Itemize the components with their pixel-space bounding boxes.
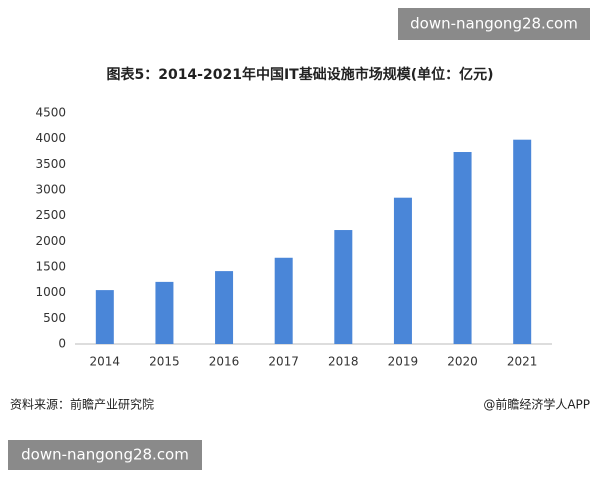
x-tick-label: 2015: [149, 355, 180, 369]
bar: [334, 230, 353, 344]
bar: [215, 271, 234, 344]
watermark: down-nangong28.com: [21, 446, 189, 464]
y-tick-label: 4500: [35, 106, 66, 120]
bar: [274, 257, 293, 344]
x-tick-label: 2021: [507, 355, 538, 369]
bar: [393, 197, 412, 344]
y-tick-label: 2000: [35, 234, 66, 248]
y-tick-label: 2500: [35, 208, 66, 222]
x-tick-label: 2016: [209, 355, 240, 369]
watermark-box: [8, 440, 202, 470]
x-tick-label: 2019: [388, 355, 419, 369]
y-tick-label: 1000: [35, 285, 66, 299]
watermark-box: [398, 8, 590, 40]
source-note: 资料来源：前瞻产业研究院: [10, 397, 154, 412]
watermark: down-nangong28.com: [410, 15, 578, 33]
y-tick-label: 0: [58, 337, 66, 351]
y-tick-label: 500: [43, 311, 66, 325]
x-tick-label: 2018: [328, 355, 359, 369]
bar: [453, 152, 472, 344]
bar: [155, 281, 174, 344]
y-tick-label: 4000: [35, 131, 66, 145]
y-tick-label: 1500: [35, 260, 66, 274]
credit-note: @前瞻经济学人APP: [483, 397, 590, 412]
x-tick-label: 2017: [268, 355, 299, 369]
x-tick-label: 2020: [447, 355, 478, 369]
bar: [513, 139, 532, 344]
chart-title: 图表5：2014-2021年中国IT基础设施市场规模(单位：亿元): [106, 66, 493, 83]
x-tick-label: 2014: [90, 355, 121, 369]
bar: [95, 290, 114, 344]
y-tick-label: 3000: [35, 183, 66, 197]
y-tick-label: 3500: [35, 157, 66, 171]
